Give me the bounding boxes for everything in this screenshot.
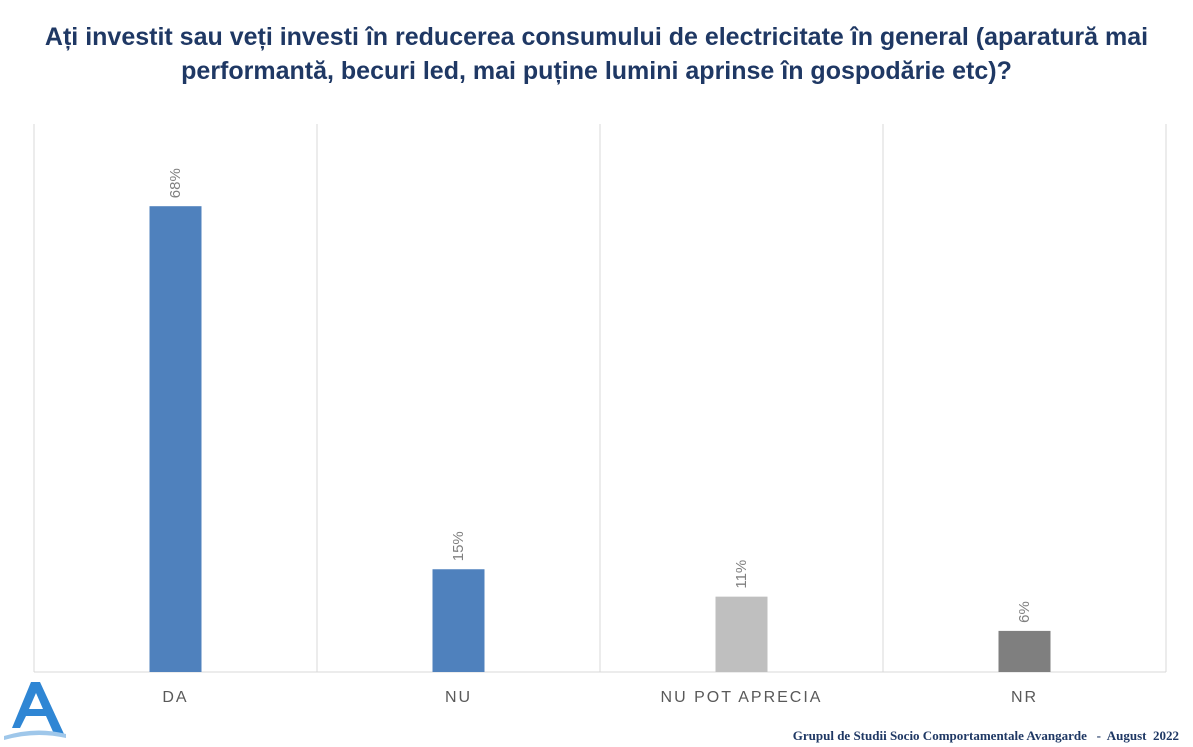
- category-label: NU: [445, 689, 472, 706]
- logo-swoosh: [4, 730, 66, 740]
- footer-date: August 2022: [1106, 728, 1179, 743]
- chart-title: Ați investit sau veți investi în reducer…: [44, 23, 1149, 85]
- avangarde-logo: [4, 682, 66, 740]
- footer-separator: -: [1096, 728, 1101, 743]
- data-label: 11%: [733, 560, 750, 589]
- bar-nu-pot-aprecia: [715, 596, 768, 672]
- data-label: 68%: [167, 168, 184, 198]
- category-label: DA: [162, 689, 188, 706]
- category-label: NR: [1011, 689, 1038, 706]
- footer-org: Grupul de Studii Socio Comportamentale A…: [792, 728, 1087, 743]
- data-label: 15%: [450, 531, 467, 561]
- bar-nu: [432, 569, 485, 672]
- bar-nr: [998, 630, 1051, 672]
- footer-credit: Grupul de Studii Socio Comportamentale A…: [793, 728, 1179, 744]
- logo-a-shape: [12, 682, 64, 734]
- category-label: NU POT APRECIA: [661, 689, 823, 706]
- data-label: 6%: [1016, 601, 1033, 623]
- bar-da: [149, 206, 202, 672]
